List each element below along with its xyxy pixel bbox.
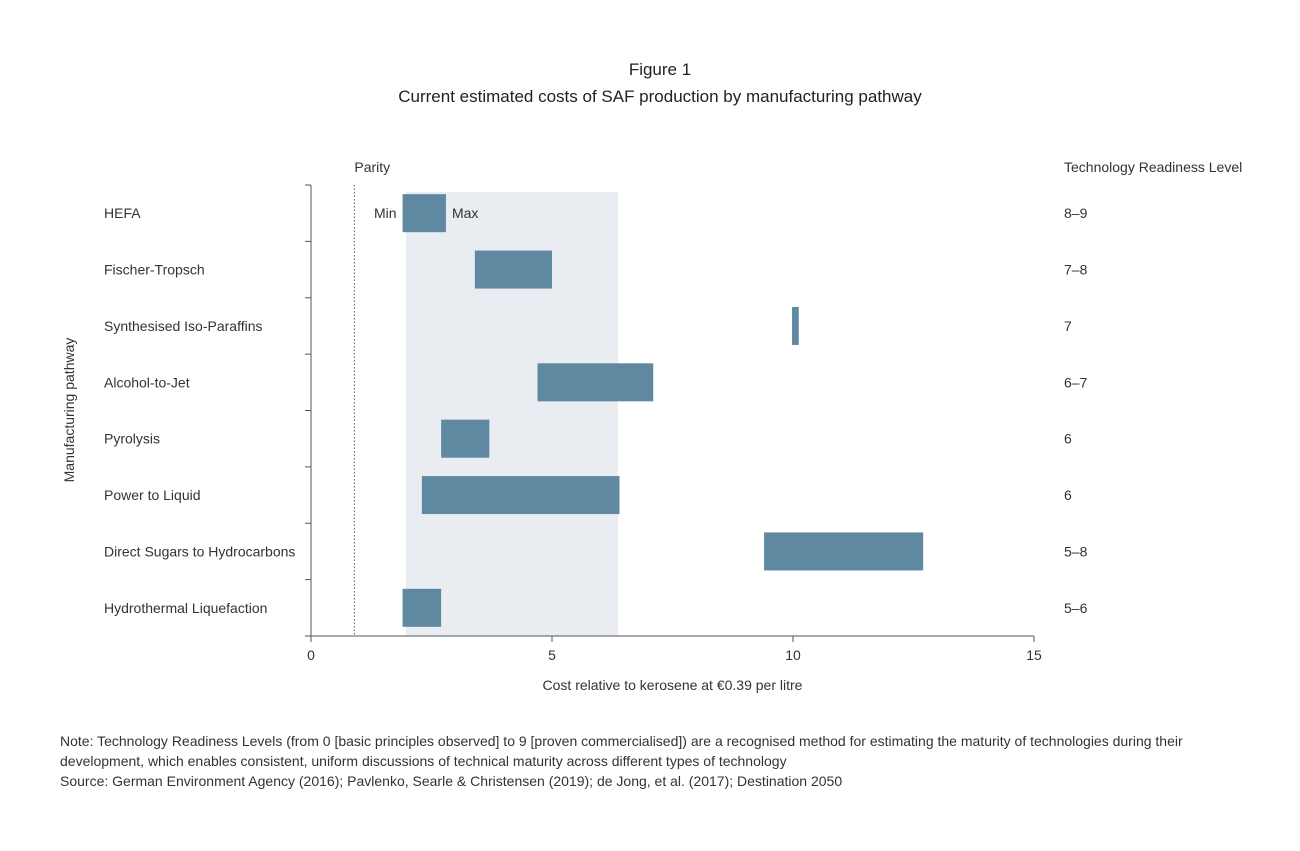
x-axis-label: Cost relative to kerosene at €0.39 per l… [543, 677, 803, 693]
trl-value: 6–7 [1064, 374, 1088, 390]
figure-label: Figure 1 [628, 60, 692, 79]
source-text: Source: German Environment Agency (2016)… [60, 773, 843, 789]
x-tick-label: 5 [548, 647, 556, 663]
range-bar [402, 194, 446, 233]
note-text: Note: Technology Readiness Levels (from … [60, 733, 1183, 769]
category-label: Synthesised Iso-Paraffins [104, 318, 263, 334]
x-tick-label: 0 [307, 647, 315, 663]
trl-value: 8–9 [1064, 205, 1088, 221]
trl-value: 7–8 [1064, 262, 1088, 278]
range-bar [764, 532, 924, 571]
x-tick-label: 15 [1026, 647, 1042, 663]
trl-value: 6 [1064, 431, 1072, 447]
category-label: Hydrothermal Liquefaction [104, 600, 267, 616]
chart-title: Current estimated costs of SAF productio… [398, 87, 922, 106]
y-axis-label: Manufacturing pathway [61, 338, 77, 483]
trl-value: 6 [1064, 487, 1072, 503]
range-bar [792, 306, 799, 345]
range-bar [402, 588, 442, 627]
chart: Parity Technology Readiness Level 0 5 10 15 HE… [61, 159, 1242, 693]
x-tick-label: 10 [785, 647, 801, 663]
trl-value: 5–8 [1064, 543, 1088, 559]
trl-header: Technology Readiness Level [1064, 159, 1242, 175]
range-bar [421, 476, 620, 515]
category-label: HEFA [104, 205, 141, 221]
range-bar [537, 363, 654, 402]
category-label: Direct Sugars to Hydrocarbons [104, 543, 295, 559]
trl-value: 7 [1064, 318, 1072, 334]
category-label: Power to Liquid [104, 487, 201, 503]
category-label: Fischer-Tropsch [104, 262, 205, 278]
min-label: Min [374, 205, 397, 221]
chart-notes: Note: Technology Readiness Levels (from … [60, 731, 1260, 791]
max-label: Max [452, 205, 478, 221]
trl-value: 5–6 [1064, 600, 1088, 616]
range-bar [441, 419, 490, 458]
category-label: Pyrolysis [104, 431, 160, 447]
category-label: Alcohol-to-Jet [104, 374, 190, 390]
range-bar [474, 250, 552, 289]
parity-label: Parity [354, 159, 390, 175]
